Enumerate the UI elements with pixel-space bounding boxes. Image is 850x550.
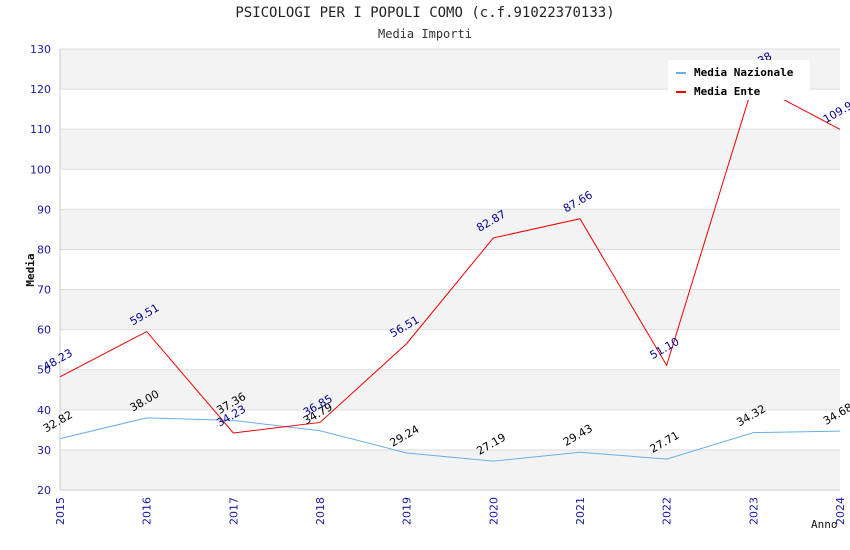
x-tick-labels: 2015 2016 2017 2018 2019 2020 2021 2022 2023 2024 [54,497,847,525]
x-tick-label: 2021 [574,497,587,525]
series-lines [59,82,841,462]
legend-label: Media Ente [694,85,761,98]
y-tick-label: 30 [37,444,51,457]
grid-band [60,129,840,170]
series-line [59,417,841,462]
legend-box [668,60,810,100]
grid-band [60,449,840,490]
y-axis-label: Media [24,253,37,286]
data-label: 51.10 [648,335,682,362]
data-label: 29.24 [388,423,422,450]
x-tick-label: 2020 [487,497,500,525]
y-tick-labels: 20 30 40 50 60 70 80 90 100 110 120 130 [30,43,51,497]
y-tick-label: 130 [30,43,51,56]
y-tick-label: 100 [30,163,51,176]
x-tick-label: 2018 [314,497,327,525]
x-tick-label: 2022 [661,497,674,525]
data-label: 29.43 [561,422,595,449]
x-tick-label: 2024 [834,497,847,525]
grid-bands [60,49,840,490]
legend-label: Media Nazionale [694,66,794,79]
y-tick-label: 80 [37,243,51,256]
grid-band [60,209,840,250]
grid-band [60,369,840,410]
y-tick-label: 60 [37,324,51,337]
x-tick-label: 2023 [747,497,760,525]
x-tick-label: 2019 [401,497,414,525]
x-tick-label: 2015 [54,497,67,525]
y-tick-label: 20 [37,484,51,497]
x-axis-label: Anno [811,518,838,531]
data-label: 109.96 [821,95,850,126]
x-tick-label: 2017 [227,497,240,525]
y-tick-label: 40 [37,404,51,417]
grid-band [60,289,840,330]
y-tick-label: 90 [37,203,51,216]
y-tick-label: 110 [30,123,51,136]
y-tick-label: 50 [37,364,51,377]
chart-title: PSICOLOGI PER I POPOLI COMO (c.f.9102237… [235,5,615,21]
axes [59,49,840,491]
legend: Media Nazionale Media Ente [668,60,810,100]
chart-subtitle: Media Importi [378,27,472,41]
y-tick-label: 70 [37,284,51,297]
grid-lines [60,48,840,491]
x-tick-label: 2016 [141,497,154,525]
y-tick-label: 120 [30,83,51,96]
series-line [59,82,841,434]
